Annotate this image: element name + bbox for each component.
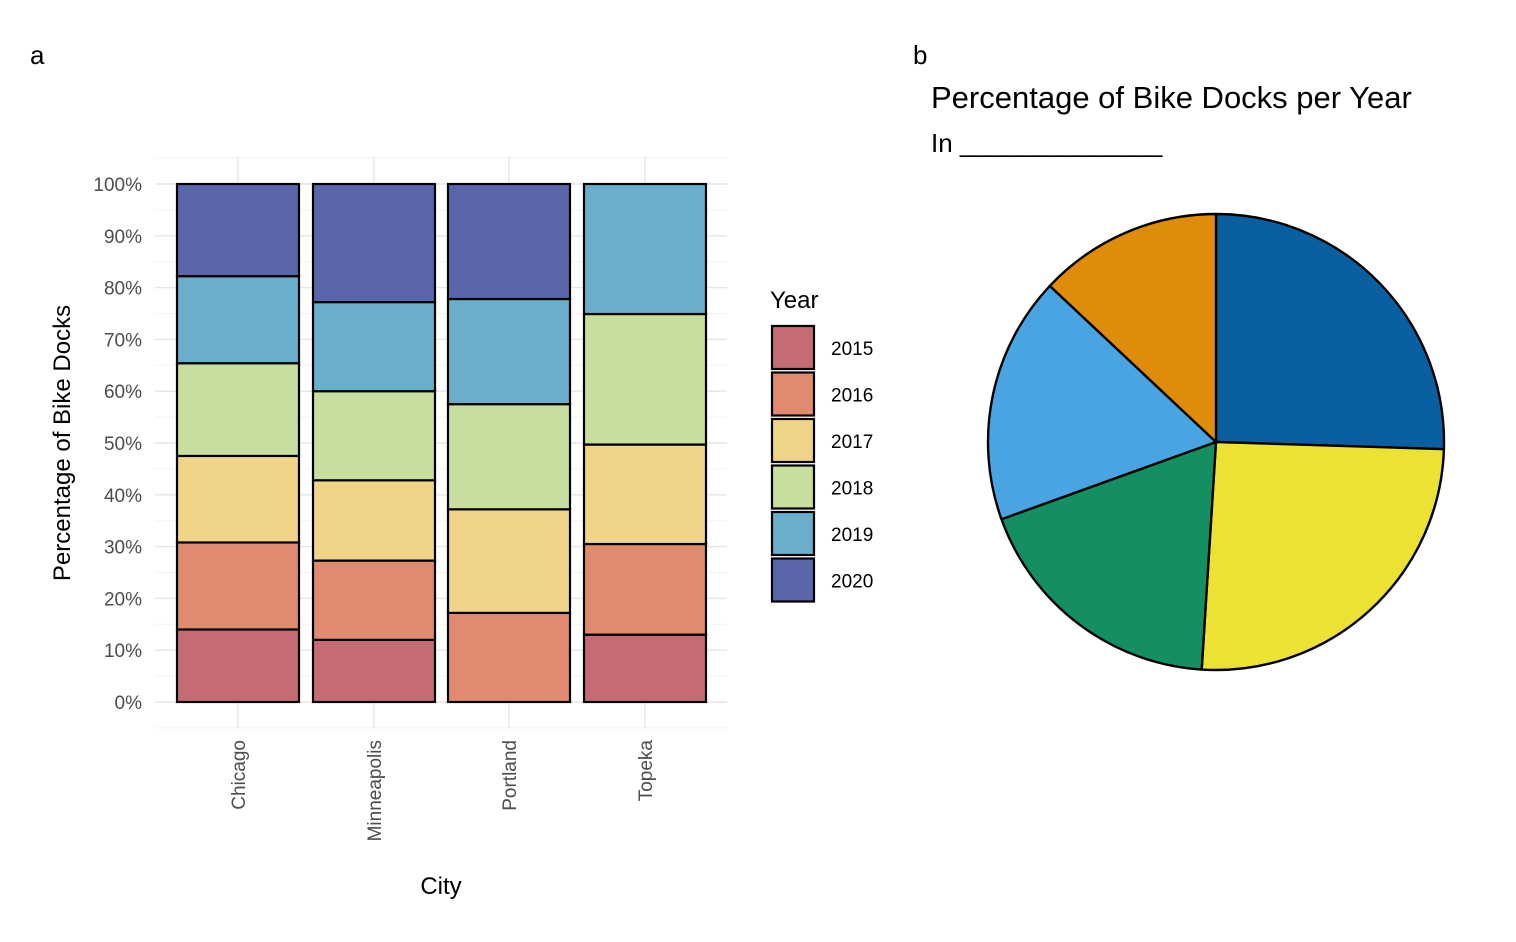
bar-segment-minneapolis-2020 <box>311 182 437 304</box>
bar-segment-portland-2016 <box>446 611 572 704</box>
y-axis-label: Percentage of Bike Docks <box>49 305 76 581</box>
bar-segment-chicago-2020 <box>175 182 301 278</box>
bar-segment-chicago-2018 <box>175 362 301 458</box>
y-tick-label: 60% <box>104 382 142 403</box>
x-axis-label: City <box>420 873 461 900</box>
y-tick-label: 30% <box>104 538 142 559</box>
y-tick-label: 50% <box>104 434 142 455</box>
bar-segment-topeka-2017 <box>582 443 708 546</box>
bar-segment-topeka-2018 <box>582 312 708 446</box>
bar-stack-minneapolis <box>311 182 437 704</box>
panel-b: b Percentage of Bike Docks per Year In _… <box>913 40 1446 672</box>
panel-a-bars <box>175 182 708 704</box>
x-tick-label: Minneapolis <box>365 740 386 841</box>
legend-title: Year <box>770 287 819 314</box>
y-tick-label: 20% <box>104 589 142 610</box>
x-tick-label: Portland <box>500 740 521 811</box>
bar-segment-topeka-2016 <box>582 542 708 636</box>
bar-segment-minneapolis-2015 <box>311 638 437 704</box>
y-tick-label: 40% <box>104 486 142 507</box>
bar-segment-minneapolis-2017 <box>311 479 437 562</box>
y-tick-label: 100% <box>93 175 142 196</box>
y-tick-label: 10% <box>104 641 142 662</box>
legend: Year 2015 2016 2017 2018 2019 2020 <box>770 287 873 603</box>
bar-segment-portland-2018 <box>446 403 572 511</box>
legend-key-2015 <box>770 324 816 371</box>
pie-title: Percentage of Bike Docks per Year <box>931 80 1412 115</box>
legend-key-2020 <box>770 557 816 603</box>
pie-subtitle: In ______________ <box>931 128 1163 158</box>
y-tick-label: 90% <box>104 227 142 248</box>
legend-label: 2016 <box>831 386 873 407</box>
bar-stack-portland <box>446 182 572 704</box>
bar-stack-topeka <box>582 182 708 704</box>
bar-segment-chicago-2019 <box>175 275 301 365</box>
pie-slices <box>986 212 1446 672</box>
legend-key-2019 <box>770 510 816 557</box>
bar-segment-chicago-2016 <box>175 541 301 631</box>
bar-segment-topeka-2019 <box>582 182 708 316</box>
pie-slice <box>1000 440 1218 671</box>
panel-b-label: b <box>913 40 927 70</box>
legend-label: 2015 <box>831 339 873 360</box>
pie-slice <box>986 284 1218 521</box>
bar-segment-minneapolis-2019 <box>311 301 437 393</box>
legend-label: 2018 <box>831 479 873 500</box>
panel-a: a 0% 10% 20% 30% 40% 50% 60% 70% 80% 90% 100% Chic… <box>30 40 873 900</box>
bar-segment-chicago-2015 <box>175 628 301 704</box>
y-tick-label: 0% <box>115 693 143 714</box>
bar-stack-chicago <box>175 182 301 704</box>
legend-key-2017 <box>770 417 816 464</box>
pie-slice <box>1048 212 1218 444</box>
bar-segment-chicago-2017 <box>175 454 301 544</box>
legend-key-2016 <box>770 371 816 417</box>
legend-key-2018 <box>770 464 816 510</box>
bar-segment-topeka-2015 <box>582 633 708 704</box>
bar-segment-minneapolis-2016 <box>311 559 437 641</box>
legend-label: 2017 <box>831 432 873 453</box>
bar-segment-portland-2020 <box>446 182 572 301</box>
y-tick-label: 80% <box>104 279 142 300</box>
panel-a-label: a <box>30 40 45 70</box>
x-tick-label: Topeka <box>636 740 657 802</box>
bar-segment-portland-2019 <box>446 297 572 406</box>
y-tick-label: 70% <box>104 330 142 351</box>
x-tick-label: Chicago <box>229 740 250 810</box>
legend-label: 2019 <box>831 525 873 546</box>
legend-label: 2020 <box>831 572 873 593</box>
bar-segment-portland-2017 <box>446 508 572 615</box>
panel-a-y-tick-labels: 0% 10% 20% 30% 40% 50% 60% 70% 80% 90% 100% <box>93 175 142 714</box>
panel-a-x-tick-labels: Chicago Minneapolis Portland Topeka <box>229 740 657 842</box>
bar-segment-minneapolis-2018 <box>311 390 437 482</box>
pie-slice <box>1200 440 1446 672</box>
pie-slice <box>1214 212 1446 451</box>
